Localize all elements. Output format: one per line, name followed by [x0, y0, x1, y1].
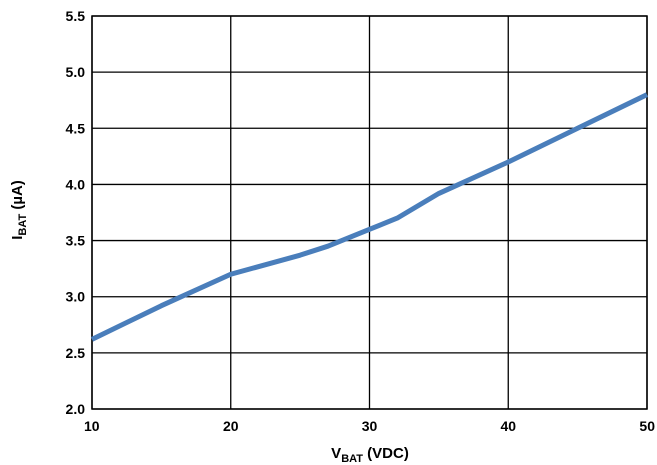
series-line [90, 92, 649, 342]
x-tick-label: 10 [84, 418, 100, 434]
y-tick-label: 3.0 [66, 289, 86, 305]
series-group [90, 92, 649, 342]
plot-frame [91, 15, 648, 410]
y-tick-label: 5.0 [66, 64, 86, 80]
y-tick-label: 2.0 [66, 401, 86, 417]
y-tick-label: 4.5 [66, 120, 86, 136]
y-tick-label: 3.5 [66, 233, 86, 249]
y-axis-label: IBAT (µA) [9, 180, 29, 240]
x-tick-label: 50 [639, 418, 655, 434]
x-tick-label: 20 [223, 418, 239, 434]
y-tick-labels: 2.0 2.5 3.0 3.5 4.0 4.5 5.0 5.5 [66, 8, 86, 417]
y-tick-label: 5.5 [66, 8, 86, 24]
x-axis-label: VBAT (VDC) [331, 445, 409, 465]
grid-lines [91, 15, 648, 410]
y-tick-label: 2.5 [66, 345, 86, 361]
x-tick-label: 40 [500, 418, 516, 434]
x-tick-label: 30 [362, 418, 378, 434]
x-tick-labels: 10 20 30 40 50 [84, 418, 655, 434]
y-tick-label: 4.0 [66, 176, 86, 192]
